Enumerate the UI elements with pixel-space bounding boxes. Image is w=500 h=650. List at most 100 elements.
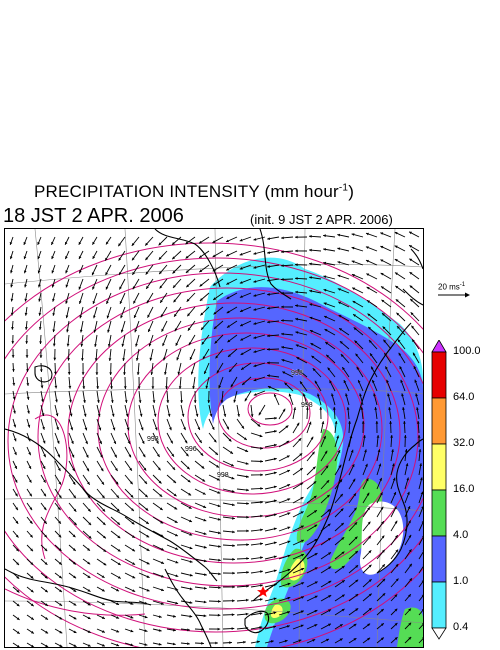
wind-vector-head: [302, 393, 306, 397]
wind-vector-head: [253, 322, 257, 325]
wind-vector-head: [382, 313, 385, 316]
wind-vector-head: [133, 315, 137, 318]
wind-vector-head: [395, 578, 399, 582]
wind-vector-head: [260, 570, 263, 573]
wind-vector-head: [324, 329, 328, 332]
wind-vector-head: [403, 421, 406, 424]
wind-vector-head: [72, 534, 76, 538]
wind-vector-head: [79, 270, 82, 274]
wind-vector-head: [321, 421, 325, 425]
wind-vector-head: [85, 454, 89, 458]
wind-vector-head: [267, 251, 270, 254]
wind-vector-head: [163, 357, 166, 361]
wind-vector: [418, 566, 423, 574]
wind-vector-head: [328, 580, 332, 584]
wind-vector-head: [351, 246, 355, 250]
wind-vector-head: [65, 241, 68, 245]
wind-vector-head: [146, 575, 150, 578]
wind-vector-head: [339, 624, 343, 627]
legend-color-swatch: [431, 351, 447, 399]
wind-vector-head: [408, 622, 412, 626]
wind-vector-head: [188, 342, 192, 346]
wind-vector-head: [26, 369, 29, 372]
wind-vector-head: [28, 466, 32, 469]
wind-vector-head: [243, 437, 247, 440]
wind-vector-head: [97, 413, 101, 417]
wind-vector-head: [13, 410, 16, 414]
wind-vector-head: [136, 372, 140, 375]
wind-vector-head: [79, 329, 83, 333]
graticule-line: [376, 229, 396, 647]
wind-vector-head: [181, 413, 185, 417]
red-star-shape: [257, 586, 269, 597]
wind-vector-head: [124, 400, 128, 403]
wind-vector: [418, 521, 423, 532]
wind-vector-head: [295, 277, 298, 280]
wind-vector-head: [125, 413, 129, 417]
wind-vector-head: [287, 582, 291, 586]
wind-vector-head: [106, 241, 109, 245]
wind-vector-head: [73, 522, 77, 526]
wind-vector-head: [310, 343, 314, 346]
wind-vector-head: [243, 640, 246, 644]
wind-vector-head: [39, 355, 43, 358]
wind-vector-head: [414, 379, 418, 383]
wind-vector-head: [259, 598, 263, 601]
wind-vector-head: [369, 340, 372, 343]
wind-vector-head: [197, 427, 200, 430]
isobar-value-label: 998: [301, 402, 313, 409]
wind-vector-head: [226, 253, 230, 257]
wind-vector-head: [337, 450, 341, 453]
wind-vector-head: [30, 603, 34, 607]
wind-vector-head: [10, 270, 13, 274]
wind-vector-head: [370, 353, 373, 357]
wind-vector-head: [43, 479, 46, 483]
wind-vector-head: [282, 371, 286, 374]
wind-vector-head: [367, 300, 370, 303]
wind-vector-head: [42, 426, 45, 430]
wind-vector-head: [10, 312, 14, 316]
wind-vector-head: [363, 435, 366, 438]
wind-vector-head: [65, 256, 68, 260]
wind-vector-head: [408, 534, 412, 538]
wind-vector-head: [309, 276, 312, 279]
wind-vector-head: [231, 476, 235, 480]
wind-vector-head: [85, 441, 88, 445]
wind-vector-head: [117, 576, 121, 579]
wind-vector-head: [267, 348, 270, 351]
wind-vector-head: [132, 257, 135, 261]
wind-vector-head: [37, 256, 41, 260]
wind-vector-head: [204, 371, 207, 374]
wind-vector-head: [237, 414, 240, 417]
wind-vector-head: [216, 477, 220, 481]
wind-vector-head: [218, 385, 222, 389]
wind-vector-head: [341, 580, 345, 583]
wind-vector-head: [44, 575, 48, 579]
wind-vector-head: [151, 386, 155, 389]
wind-vector-head: [328, 566, 332, 570]
wind-vector-head: [328, 552, 331, 555]
wind-vector-head: [258, 412, 262, 416]
wind-vector-head: [394, 259, 398, 262]
wind-vector-head: [233, 399, 237, 403]
wind-vector-head: [281, 236, 284, 240]
wind-vector-head: [382, 326, 386, 330]
wind-vector-head: [68, 385, 72, 389]
wind-vector-head: [365, 478, 369, 482]
wind-vector-head: [329, 380, 332, 384]
wind-vectors: [9, 231, 423, 647]
wind-vector-head: [131, 535, 135, 538]
wind-vector-head: [311, 451, 315, 455]
wind-vector-head: [30, 589, 34, 593]
wind-vector-head: [337, 233, 341, 237]
wind-vector-head: [145, 507, 149, 511]
wind-vector-head: [16, 575, 20, 579]
wind-vector: [418, 536, 423, 546]
legend-level-label: 1.0: [453, 575, 469, 587]
wind-vector-head: [100, 454, 103, 458]
wind-vector-head: [274, 443, 277, 447]
wind-vector-head: [58, 548, 62, 551]
wind-vector-head: [281, 332, 284, 336]
wind-vector-head: [360, 407, 364, 410]
wind-vector-head: [323, 261, 327, 265]
